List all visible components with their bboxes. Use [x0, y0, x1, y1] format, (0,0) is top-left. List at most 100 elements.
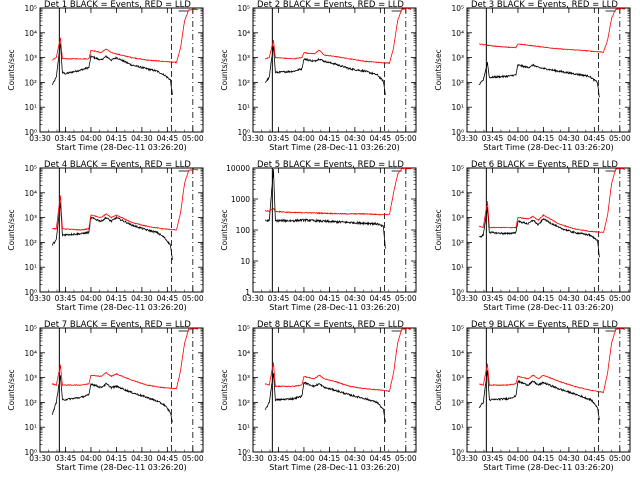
y-tick-label: 10³ [24, 54, 37, 63]
y-tick-label: 10⁴ [24, 349, 37, 358]
panel-title: Det 5 BLACK = Events, RED = LLD [257, 160, 404, 170]
plot-frame [466, 7, 631, 133]
panel-title: Det 6 BLACK = Events, RED = LLD [471, 160, 618, 170]
plot-frame [466, 167, 631, 293]
panel-title: Det 4 BLACK = Events, RED = LLD [44, 160, 191, 170]
y-tick-label: 10⁴ [451, 349, 464, 358]
x-tick-label: 04:45 [370, 134, 392, 143]
panel-det-7: Det 7 BLACK = Events, RED = LLD 10⁰ 10¹ 10²… [7, 320, 204, 472]
x-tick-label: 03:45 [268, 294, 290, 303]
panel-title: Det 7 BLACK = Events, RED = LLD [44, 320, 191, 330]
x-axis-label: Start Time (28-Dec-11 03:26:20) [56, 143, 187, 152]
title-legend-text: BLACK = Events, RED = LLD [497, 320, 618, 330]
y-tick-label: 10¹ [451, 263, 464, 272]
y-tick-label: 10³ [451, 374, 464, 383]
y-tick-label: 10⁵ [237, 4, 250, 13]
y-axis-label: Counts/sec [7, 209, 16, 250]
x-tick-label: 03:45 [482, 134, 504, 143]
series-events [478, 370, 600, 420]
y-axis-label: Counts/sec [7, 49, 16, 90]
y-tick-label: 10⁰ [237, 448, 250, 457]
y-tick-label: 10³ [24, 214, 37, 223]
series-events [264, 45, 386, 95]
y-tick-label: 10¹ [24, 263, 37, 272]
y-tick-label: 10⁴ [237, 349, 250, 358]
y-tick-label: 10¹ [451, 423, 464, 432]
series-events [51, 202, 173, 260]
x-tick-label: 04:30 [131, 134, 153, 143]
title-legend-text: BLACK = Events, RED = LLD [283, 160, 404, 170]
y-tick-label: 10000 [226, 164, 250, 173]
x-tick-label: 04:00 [507, 454, 529, 463]
title-legend-text: BLACK = Events, RED = LLD [70, 320, 191, 330]
title-detector: Det 9 [471, 320, 497, 330]
y-tick-label: 10³ [237, 54, 250, 63]
x-tick-label: 04:15 [106, 294, 128, 303]
x-axis-label: Start Time (28-Dec-11 03:26:20) [483, 463, 614, 472]
series-lld [478, 168, 626, 233]
x-tick-label: 04:00 [80, 454, 102, 463]
title-legend-text: BLACK = Events, RED = LLD [283, 320, 404, 330]
x-tick-label: 04:15 [319, 454, 341, 463]
y-axis-label: Counts/sec [7, 369, 16, 410]
x-tick-label: 04:00 [293, 134, 315, 143]
y-axis-label: Counts/sec [220, 369, 229, 410]
x-tick-label: 04:30 [344, 134, 366, 143]
panel-det-1: Det 1 BLACK = Events, RED = LLD 10⁰ 10¹ 10²… [7, 0, 204, 152]
panel-det-2: Det 2 BLACK = Events, RED = LLD 10⁰ 10¹ 10²… [220, 0, 417, 152]
y-tick-label: 10⁵ [24, 164, 37, 173]
y-tick-label: 10¹ [237, 103, 250, 112]
y-tick-label: 10⁰ [237, 128, 250, 137]
x-tick-label: 04:45 [157, 454, 179, 463]
series-events [264, 372, 386, 423]
x-tick-label: 03:30 [242, 454, 264, 463]
title-detector: Det 7 [44, 320, 70, 330]
x-axis-label: Start Time (28-Dec-11 03:26:20) [269, 303, 400, 312]
y-tick-label: 10 [240, 257, 250, 266]
x-tick-label: 03:30 [29, 134, 51, 143]
x-axis-label: Start Time (28-Dec-11 03:26:20) [483, 143, 614, 152]
y-axis-label: Counts/sec [220, 209, 229, 250]
x-tick-label: 03:45 [482, 454, 504, 463]
x-tick-label: 03:45 [55, 134, 77, 143]
y-axis-label: Counts/sec [220, 49, 229, 90]
y-tick-label: 10⁵ [24, 4, 37, 13]
panel-title: Det 9 BLACK = Events, RED = LLD [471, 320, 618, 330]
x-tick-label: 03:30 [242, 134, 264, 143]
x-tick-label: 05:00 [182, 454, 204, 463]
x-tick-label: 04:15 [106, 134, 128, 143]
title-detector: Det 1 [44, 0, 70, 10]
series-lld [265, 8, 412, 64]
x-tick-label: 03:45 [55, 454, 77, 463]
y-tick-label: 10⁵ [24, 324, 37, 333]
panel-title: Det 2 BLACK = Events, RED = LLD [257, 0, 404, 10]
y-tick-label: 10² [451, 398, 464, 407]
y-axis-label: Counts/sec [434, 369, 443, 410]
x-tick-label: 03:30 [456, 134, 478, 143]
plot-frame [252, 327, 417, 453]
x-tick-label: 04:15 [533, 294, 555, 303]
panel-det-3: Det 3 BLACK = Events, RED = LLD 10⁰ 10¹ 10²… [434, 0, 631, 152]
series-events [51, 375, 173, 423]
x-tick-label: 04:00 [80, 294, 102, 303]
panel-det-6: Det 6 BLACK = Events, RED = LLD 10⁰ 10¹ 10²… [434, 160, 631, 312]
x-tick-label: 04:30 [558, 294, 580, 303]
y-axis-label: Counts/sec [434, 49, 443, 90]
series-events [52, 43, 173, 95]
x-axis-label: Start Time (28-Dec-11 03:26:20) [483, 303, 614, 312]
x-tick-label: 03:45 [55, 294, 77, 303]
y-tick-label: 1 [245, 288, 250, 297]
panel-det-9: Det 9 BLACK = Events, RED = LLD 10⁰ 10¹ 10²… [434, 320, 631, 472]
y-tick-label: 10¹ [451, 103, 464, 112]
y-tick-label: 10⁵ [237, 324, 250, 333]
x-tick-label: 04:15 [533, 454, 555, 463]
x-axis-label: Start Time (28-Dec-11 03:26:20) [269, 463, 400, 472]
x-tick-label: 04:45 [370, 454, 392, 463]
title-legend-text: BLACK = Events, RED = LLD [497, 0, 618, 10]
y-tick-label: 10² [24, 238, 37, 247]
plot-frame [39, 327, 204, 453]
x-tick-label: 04:45 [584, 454, 606, 463]
panel-title: Det 3 BLACK = Events, RED = LLD [471, 0, 618, 10]
x-axis-label: Start Time (28-Dec-11 03:26:20) [269, 143, 400, 152]
